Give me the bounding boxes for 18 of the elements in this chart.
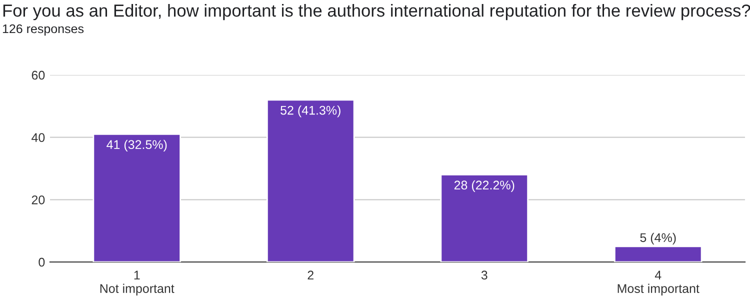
x-tick-label: 1 Not important <box>100 270 174 296</box>
x-tick-label: 2 <box>308 270 314 280</box>
y-tick-label: 20 <box>32 195 45 204</box>
data-label: 41 (32.5%) <box>106 140 167 152</box>
x-tick-label: 4 Most important <box>618 270 700 296</box>
data-label: 5 (4%) <box>640 232 676 245</box>
y-tick-label: 0 <box>38 258 45 267</box>
y-tick-label: 40 <box>32 133 45 142</box>
data-label: 28 (22.2%) <box>454 180 514 192</box>
bar <box>440 174 529 262</box>
data-label: 52 (41.3%) <box>280 106 340 118</box>
bar <box>614 246 702 262</box>
y-tick-label: 60 <box>32 70 45 80</box>
bar <box>92 134 182 262</box>
bar <box>266 99 355 262</box>
chart-subtitle: 126 responses <box>2 24 84 36</box>
chart-title: For you as an Editor, how important is the authors international reputation for the review process? <box>3 4 750 20</box>
x-tick-label: 3 <box>481 270 488 280</box>
